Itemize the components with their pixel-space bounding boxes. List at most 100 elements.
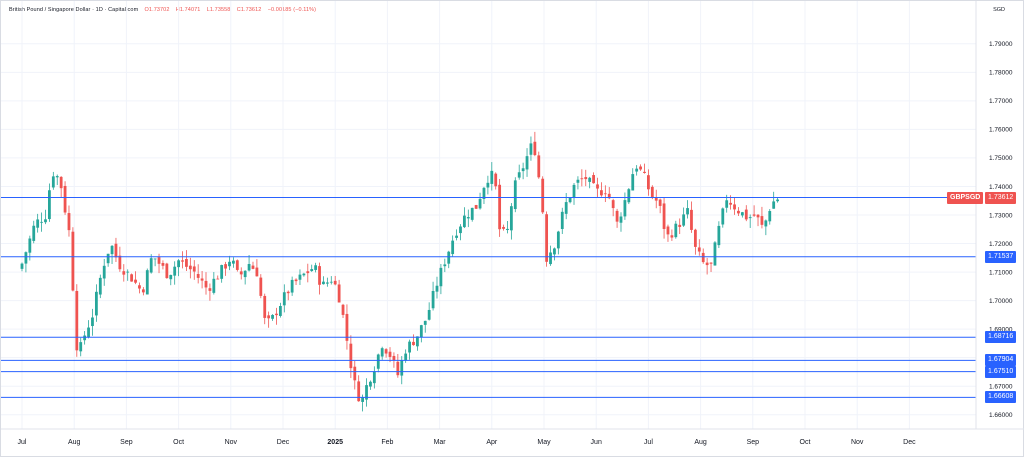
candle-body [310,269,314,272]
candle [576,176,580,190]
interval-label[interactable]: 1D [95,7,103,13]
candle [32,220,36,244]
candle-body [639,166,642,170]
candle [110,244,114,265]
candle [91,308,94,336]
candle [278,302,282,318]
candle-body [635,168,639,172]
candle-body [776,199,779,202]
candle-body [71,231,75,291]
candle-body [701,252,705,263]
grid-layer [1,1,976,429]
low-value: L1.73558 [206,7,231,13]
candle [521,162,525,180]
candle [271,314,274,321]
close-value: C1.73612 [236,7,262,13]
last-price-badge: 1.73612 [985,191,1017,204]
candle [513,177,517,213]
candle-body [553,248,556,255]
candle [24,251,28,273]
candle-body [130,274,134,282]
x-tick-label: Mar [434,439,447,446]
candle [490,162,494,191]
candle-body [462,215,466,228]
candle-body [349,343,353,369]
candle-body [325,282,329,284]
candle-body [365,385,368,400]
x-tick-label: 2025 [327,439,343,446]
candle [161,260,165,270]
y-tick-label: 1.74000 [989,184,1013,191]
candle [153,258,157,267]
candle [533,131,537,157]
candle-body [588,177,592,182]
candle-body [247,264,251,271]
candle-body [733,204,736,210]
candle-body [28,238,32,253]
candle [623,192,627,220]
candle-body [455,235,458,238]
candle-body [686,208,689,215]
candle-body [435,285,439,292]
candle-body [416,336,419,347]
y-tick-label: 1.67000 [989,384,1013,391]
candle [79,337,83,357]
candle-body [55,176,59,178]
candle [122,264,126,282]
candle [106,253,110,267]
candle-body [650,186,654,198]
candle-body [431,291,435,309]
candle [337,279,341,303]
level-price-badge: 1.68716 [985,331,1017,344]
candle [177,259,180,277]
candle-body [517,172,521,178]
currency-label: SGD [993,7,1005,13]
candle [192,260,196,280]
candle [486,175,490,195]
candle-body [572,184,576,198]
candle [537,151,541,179]
candle-body [306,271,310,274]
candle-body [212,278,216,293]
candle-body [126,271,130,273]
candle-body [498,184,502,230]
candle-body [239,271,243,275]
candle [498,178,502,237]
candle-body [760,216,764,225]
level-price-badge: 1.67904 [985,354,1017,367]
candle-body [568,197,572,203]
candle-body [474,205,478,209]
candle [255,259,259,277]
candle [662,197,666,239]
candle-body [185,258,188,267]
candle [416,336,419,351]
candle-body [181,260,184,262]
candle-body [744,209,748,220]
candle-body [564,202,568,214]
candle [529,136,533,161]
candle-body [20,263,24,269]
candle-body [177,260,180,268]
candle [580,169,584,187]
candle [431,281,435,311]
y-tick-label: 1.72000 [989,241,1013,248]
candle-body [537,155,541,178]
candle-body [623,200,627,217]
candle [494,172,498,190]
candle [208,283,212,301]
candle-body [478,198,482,209]
y-tick-label: 1.66000 [989,412,1013,419]
candle [764,219,768,236]
candle-body [165,263,169,279]
candle [145,268,149,295]
candle-body [556,231,560,249]
candle [572,182,576,205]
x-tick-label: May [537,439,551,446]
candle [114,237,118,263]
candle [44,209,47,225]
candle [752,205,756,217]
candle [709,262,713,273]
candle-body [267,315,271,319]
